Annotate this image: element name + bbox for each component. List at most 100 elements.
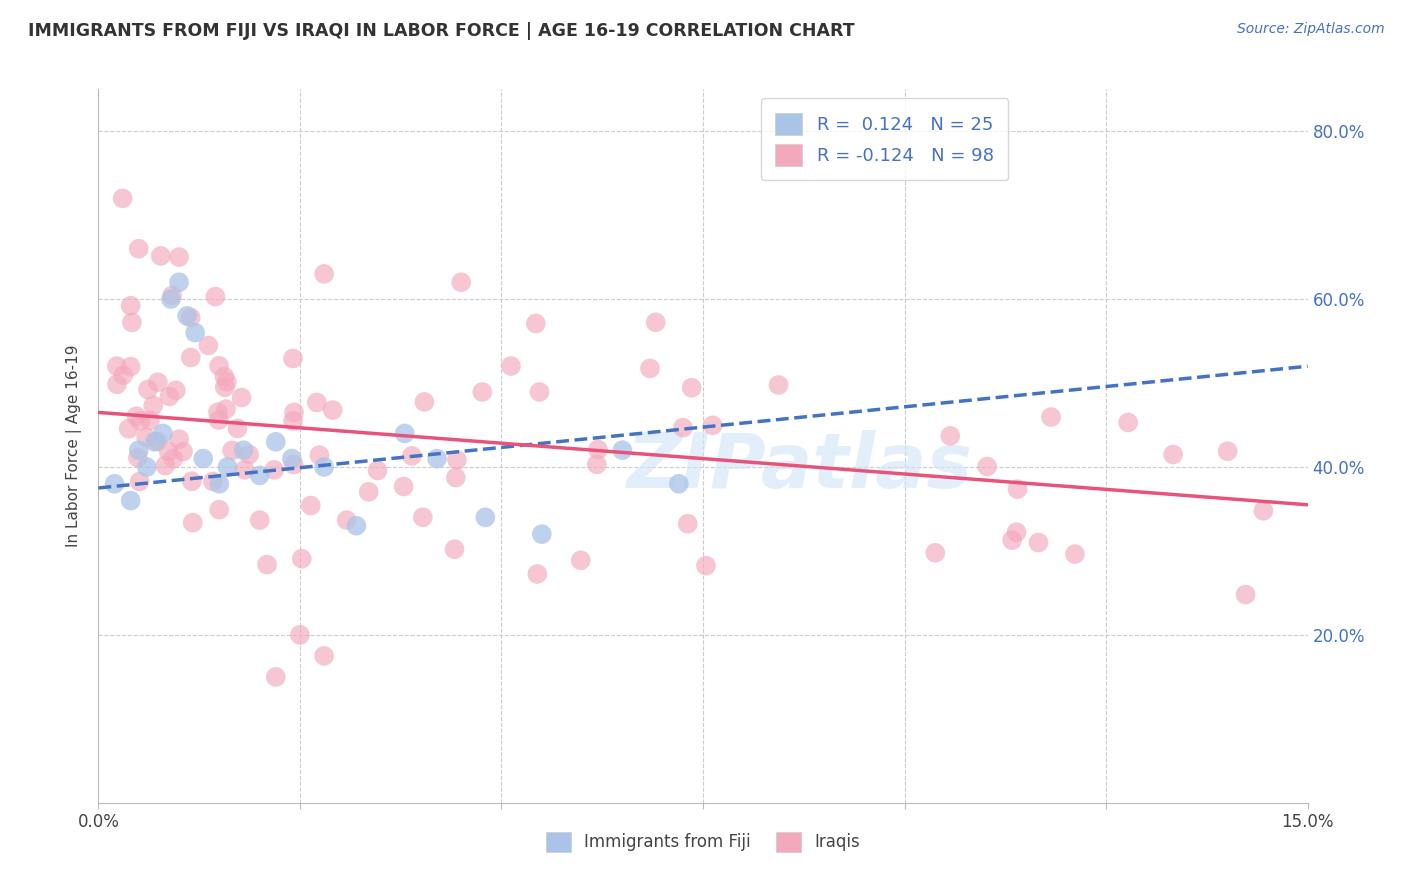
Point: [443, 542, 465, 557]
Point: [172, 444, 194, 458]
Point: [1028, 535, 1050, 549]
Point: [157, 389, 180, 403]
Point: [118, 422, 141, 436]
Point: [524, 317, 547, 331]
Point: [768, 378, 790, 392]
Point: [357, 484, 380, 499]
Point: [120, 359, 142, 374]
Point: [103, 476, 125, 491]
Point: [127, 450, 149, 465]
Point: [586, 442, 609, 457]
Point: [1216, 444, 1239, 458]
Point: [392, 479, 415, 493]
Point: [612, 443, 634, 458]
Point: [413, 395, 436, 409]
Point: [256, 558, 278, 572]
Point: [128, 475, 150, 489]
Point: [128, 242, 150, 256]
Point: [668, 476, 690, 491]
Point: [638, 361, 661, 376]
Point: [157, 444, 180, 458]
Point: [695, 558, 717, 573]
Point: [233, 463, 256, 477]
Point: [264, 434, 287, 449]
Point: [208, 413, 231, 427]
Point: [128, 443, 150, 458]
Point: [152, 426, 174, 441]
Point: [1116, 416, 1139, 430]
Point: [474, 510, 496, 524]
Point: [135, 460, 157, 475]
Point: [336, 513, 359, 527]
Point: [249, 513, 271, 527]
Point: [167, 275, 190, 289]
Point: [111, 191, 134, 205]
Point: [105, 377, 128, 392]
Point: [976, 459, 998, 474]
Point: [281, 414, 304, 428]
Point: [308, 448, 330, 462]
Point: [1040, 410, 1063, 425]
Point: [281, 351, 304, 366]
Point: [155, 458, 177, 473]
Point: [1005, 525, 1028, 540]
Text: IMMIGRANTS FROM FIJI VS IRAQI IN LABOR FORCE | AGE 16-19 CORRELATION CHART: IMMIGRANTS FROM FIJI VS IRAQI IN LABOR F…: [28, 22, 855, 40]
Point: [526, 566, 548, 581]
Point: [283, 405, 305, 419]
Point: [125, 409, 148, 424]
Point: [1234, 588, 1257, 602]
Point: [180, 475, 202, 489]
Point: [135, 430, 157, 444]
Point: [146, 376, 169, 390]
Point: [176, 309, 198, 323]
Point: [291, 551, 314, 566]
Point: [201, 475, 224, 489]
Point: [215, 402, 238, 417]
Point: [112, 368, 135, 383]
Point: [1064, 547, 1087, 561]
Point: [139, 413, 162, 427]
Point: [644, 315, 666, 329]
Point: [208, 359, 231, 373]
Point: [939, 429, 962, 443]
Point: [184, 326, 207, 340]
Point: [529, 384, 551, 399]
Point: [412, 510, 434, 524]
Point: [394, 426, 416, 441]
Point: [167, 250, 190, 264]
Point: [530, 527, 553, 541]
Point: [120, 493, 142, 508]
Point: [214, 380, 236, 394]
Point: [160, 288, 183, 302]
Point: [681, 381, 703, 395]
Point: [121, 315, 143, 329]
Y-axis label: In Labor Force | Age 16-19: In Labor Force | Age 16-19: [66, 344, 83, 548]
Point: [702, 418, 724, 433]
Point: [226, 421, 249, 435]
Point: [288, 628, 311, 642]
Point: [221, 443, 243, 458]
Point: [146, 434, 169, 449]
Point: [217, 460, 239, 475]
Point: [105, 359, 128, 373]
Point: [181, 516, 204, 530]
Point: [367, 463, 389, 477]
Point: [585, 458, 607, 472]
Point: [207, 405, 229, 419]
Legend: Immigrants from Fiji, Iraqis: Immigrants from Fiji, Iraqis: [540, 825, 866, 859]
Point: [446, 453, 468, 467]
Point: [1253, 504, 1275, 518]
Point: [160, 292, 183, 306]
Point: [129, 414, 152, 428]
Point: [299, 499, 322, 513]
Point: [204, 290, 226, 304]
Point: [499, 359, 522, 373]
Point: [314, 648, 336, 663]
Point: [214, 369, 236, 384]
Point: [281, 451, 304, 466]
Point: [471, 384, 494, 399]
Point: [249, 468, 271, 483]
Point: [305, 395, 328, 409]
Point: [143, 434, 166, 449]
Point: [569, 553, 592, 567]
